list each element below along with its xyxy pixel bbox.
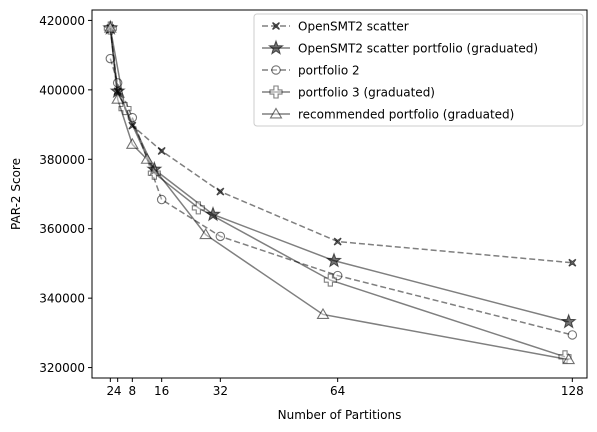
data-point: [156, 194, 167, 205]
x-tick-label: 8: [129, 384, 137, 398]
data-point: [199, 228, 213, 240]
data-point: [191, 201, 205, 215]
y-tick-label: 360000: [39, 222, 85, 236]
data-point: [125, 137, 139, 149]
series-line: [109, 58, 573, 336]
legend-label: recommended portfolio (graduated): [298, 108, 514, 122]
legend-marker: [271, 65, 281, 75]
series-line: [109, 27, 569, 361]
legend-frame: [253, 13, 584, 127]
x-tick-label: 4: [114, 384, 122, 398]
x-tick-label: 2: [107, 384, 115, 398]
y-axis-label: PAR-2 Score: [9, 158, 23, 230]
x-axis-label: Number of Partitions: [278, 408, 402, 422]
y-tick-label: 320000: [39, 361, 85, 375]
data-point: [560, 313, 577, 329]
series-4: [103, 21, 576, 365]
data-point: [568, 258, 577, 267]
legend-marker: [267, 39, 285, 55]
legend-label: OpenSMT2 scatter portfolio (graduated): [298, 42, 538, 56]
data-point: [103, 21, 117, 33]
data-point: [562, 353, 576, 365]
data-point: [325, 252, 343, 268]
series-line: [109, 27, 566, 358]
data-point: [333, 237, 342, 246]
y-tick-label: 420000: [39, 14, 85, 28]
y-tick-label: 380000: [39, 153, 85, 167]
legend-label: portfolio 3 (graduated): [298, 86, 435, 100]
data-point: [558, 350, 572, 364]
legend-label: portfolio 2: [298, 64, 360, 78]
data-point: [105, 53, 116, 64]
data-point: [157, 146, 166, 155]
plot-frame: [91, 9, 588, 379]
series-2: [105, 53, 578, 340]
data-point: [215, 231, 226, 242]
data-point: [140, 152, 154, 164]
x-tick-label: 16: [154, 384, 169, 398]
x-tick-label: 32: [213, 384, 228, 398]
legend-marker: [269, 85, 283, 99]
x-tick-label: 64: [330, 384, 345, 398]
data-point: [323, 273, 337, 287]
legend: OpenSMT2 scatter OpenSMT2 scatter portfol…: [253, 13, 584, 127]
x-axis: 2 4 8 16 32 64 128: [107, 378, 584, 398]
y-tick-label: 340000: [39, 292, 85, 306]
data-point: [118, 102, 132, 116]
legend-label: OpenSMT2 scatter: [298, 20, 409, 34]
legend-marker: [271, 21, 281, 31]
data-point: [216, 187, 225, 196]
data-point: [567, 330, 578, 340]
data-point: [316, 307, 330, 319]
series-3: [103, 21, 572, 364]
legend-marker: [269, 107, 283, 119]
x-tick-label: 128: [561, 384, 584, 398]
y-tick-label: 400000: [39, 83, 85, 97]
data-point: [111, 92, 125, 104]
series-layer: [102, 19, 578, 365]
data-point: [204, 206, 222, 222]
y-axis: 320000 340000 360000 380000 400000 420000: [39, 14, 92, 375]
